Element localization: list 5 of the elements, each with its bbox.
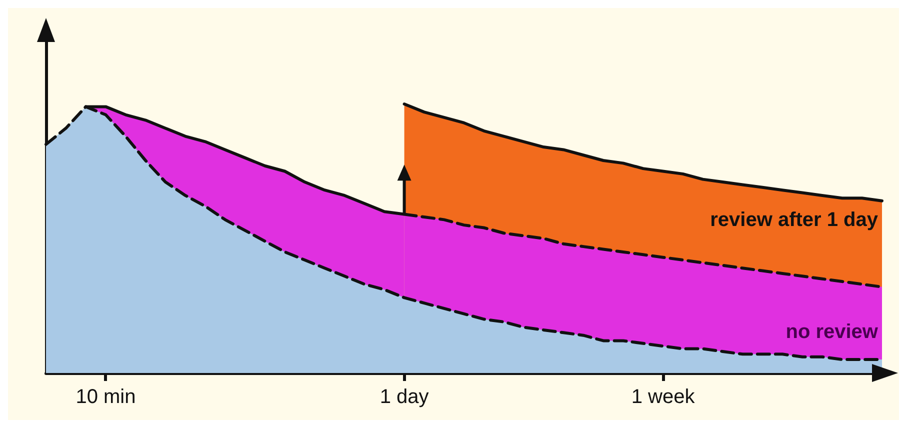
x-tick-label: 1 week [631,386,696,408]
x-tick-label: 10 min [76,386,136,408]
series-label: no review [786,320,878,343]
x-tick-label: 1 day [380,386,429,408]
series-label: review after 1 day [710,208,879,231]
